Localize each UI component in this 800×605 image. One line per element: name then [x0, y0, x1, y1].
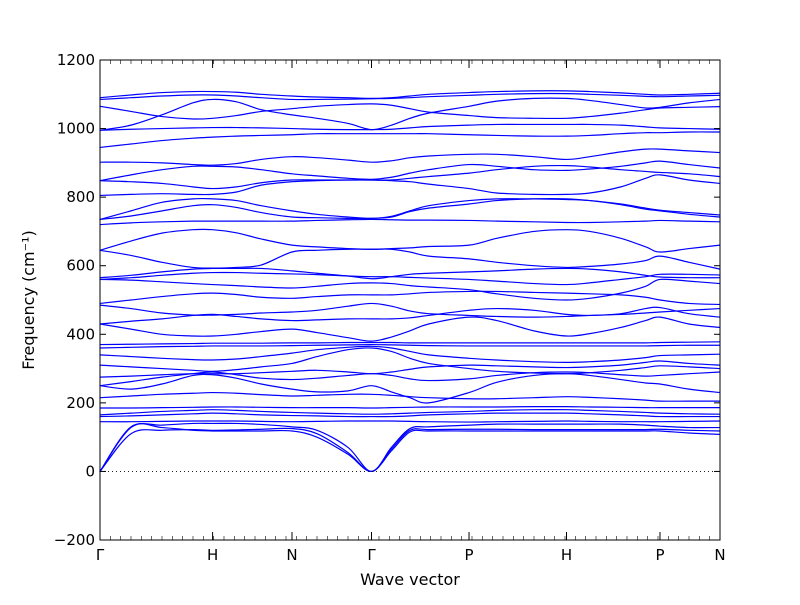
band-line [99, 422, 721, 473]
band-line [99, 90, 721, 99]
band-lines [99, 90, 721, 473]
band-line [99, 198, 721, 221]
band-line [99, 420, 721, 423]
band-line [99, 248, 721, 270]
band-line [99, 148, 721, 166]
band-line [99, 197, 721, 221]
band-line [99, 360, 721, 378]
band-line [99, 228, 721, 253]
band-line [99, 423, 721, 473]
band-line [99, 409, 721, 416]
y-tick-label: −200 [54, 531, 95, 549]
x-tick-label: Γ [96, 546, 105, 564]
x-axis-label: Wave vector [360, 570, 460, 589]
band-line [99, 345, 721, 363]
band-line [99, 290, 721, 306]
axis-ticks: −200 0 200 400 600 800 1000 1200 Γ H N Γ P H P N [54, 51, 726, 564]
band-line [99, 123, 721, 131]
y-tick-label: 400 [66, 325, 95, 343]
y-tick-label: 600 [66, 257, 95, 275]
band-line [99, 316, 721, 342]
x-tick-label: N [714, 546, 725, 564]
band-line [99, 174, 721, 197]
band-line [99, 103, 721, 120]
x-tick-label: Γ [367, 546, 376, 564]
band-line [99, 92, 721, 101]
band-line [99, 373, 721, 404]
band-line [99, 343, 721, 349]
band-line [99, 341, 721, 346]
y-tick-label: 1000 [57, 120, 95, 138]
band-line [99, 218, 721, 226]
band-line [99, 302, 721, 318]
band-line [99, 391, 721, 402]
band-line [99, 164, 721, 190]
band-line [99, 160, 721, 182]
y-tick-label: 200 [66, 394, 95, 412]
x-tick-label: P [465, 546, 474, 564]
band-line [99, 405, 721, 409]
band-line [99, 271, 721, 286]
y-tick-label: 0 [85, 462, 95, 480]
plot-frame [99, 59, 721, 541]
band-line [99, 412, 721, 418]
y-tick-label: 1200 [57, 51, 95, 69]
band-line [99, 97, 721, 131]
band-line [99, 427, 721, 473]
x-tick-label: H [207, 546, 218, 564]
y-tick-label: 800 [66, 188, 95, 206]
band-line [99, 347, 721, 375]
x-tick-label: P [655, 546, 664, 564]
band-line [99, 371, 721, 387]
band-line [99, 278, 721, 301]
x-tick-label: N [286, 546, 297, 564]
band-line [99, 306, 721, 325]
x-tick-label: H [561, 546, 572, 564]
y-axis-label: Frequency (cm⁻¹) [19, 230, 38, 369]
band-line [99, 131, 721, 149]
